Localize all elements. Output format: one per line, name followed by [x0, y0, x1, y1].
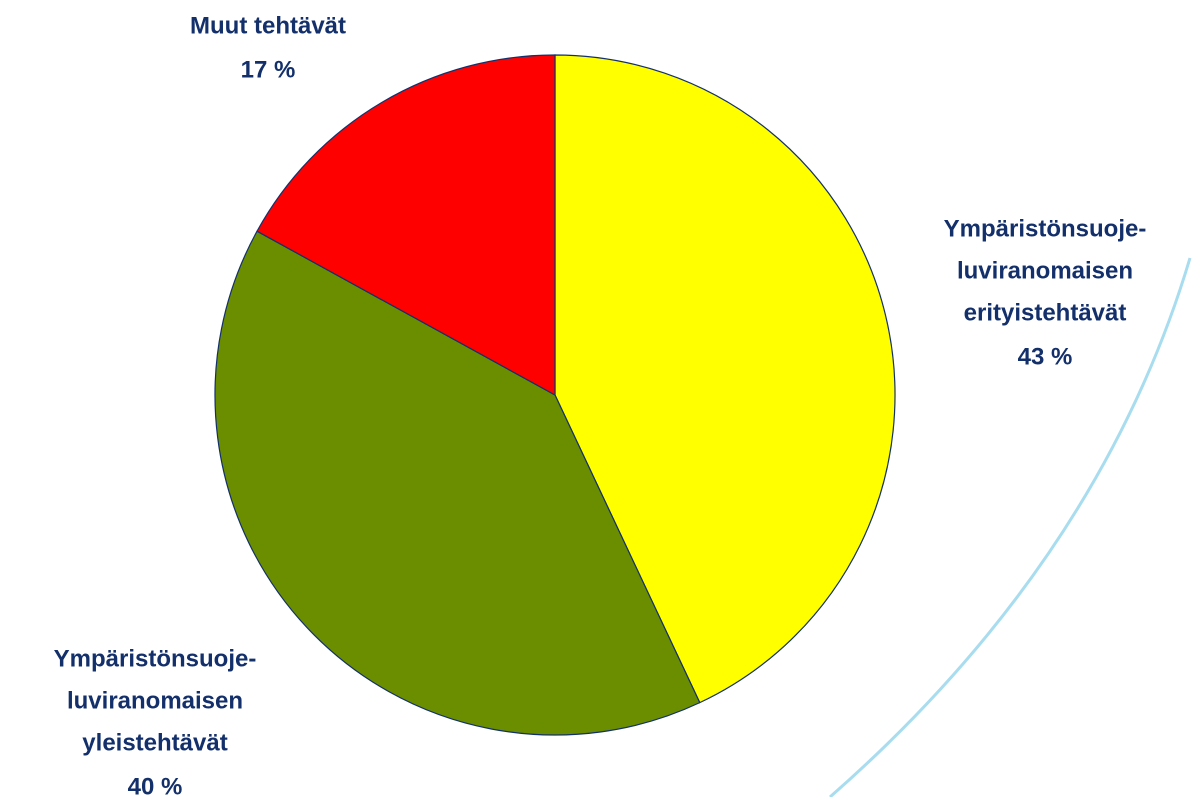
pie-slice — [256, 54, 556, 397]
value-label: 17 % — [241, 56, 296, 83]
decorative-arc — [829, 257, 1192, 797]
pie-slice — [554, 54, 896, 704]
slice-label: Ympäristönsuoje- — [944, 215, 1147, 242]
slice-label: Muut tehtävät — [190, 12, 346, 39]
slice-label: luviranomaisen — [67, 687, 243, 714]
value-label: 43 % — [1018, 343, 1073, 370]
slice-label: yleistehtävät — [82, 729, 227, 756]
slice-label: luviranomaisen — [957, 257, 1133, 284]
slice-label: erityistehtävät — [964, 299, 1127, 326]
pie-slice — [214, 230, 701, 736]
slice-label: Ympäristönsuoje- — [54, 645, 257, 672]
value-label: 40 % — [128, 773, 183, 797]
